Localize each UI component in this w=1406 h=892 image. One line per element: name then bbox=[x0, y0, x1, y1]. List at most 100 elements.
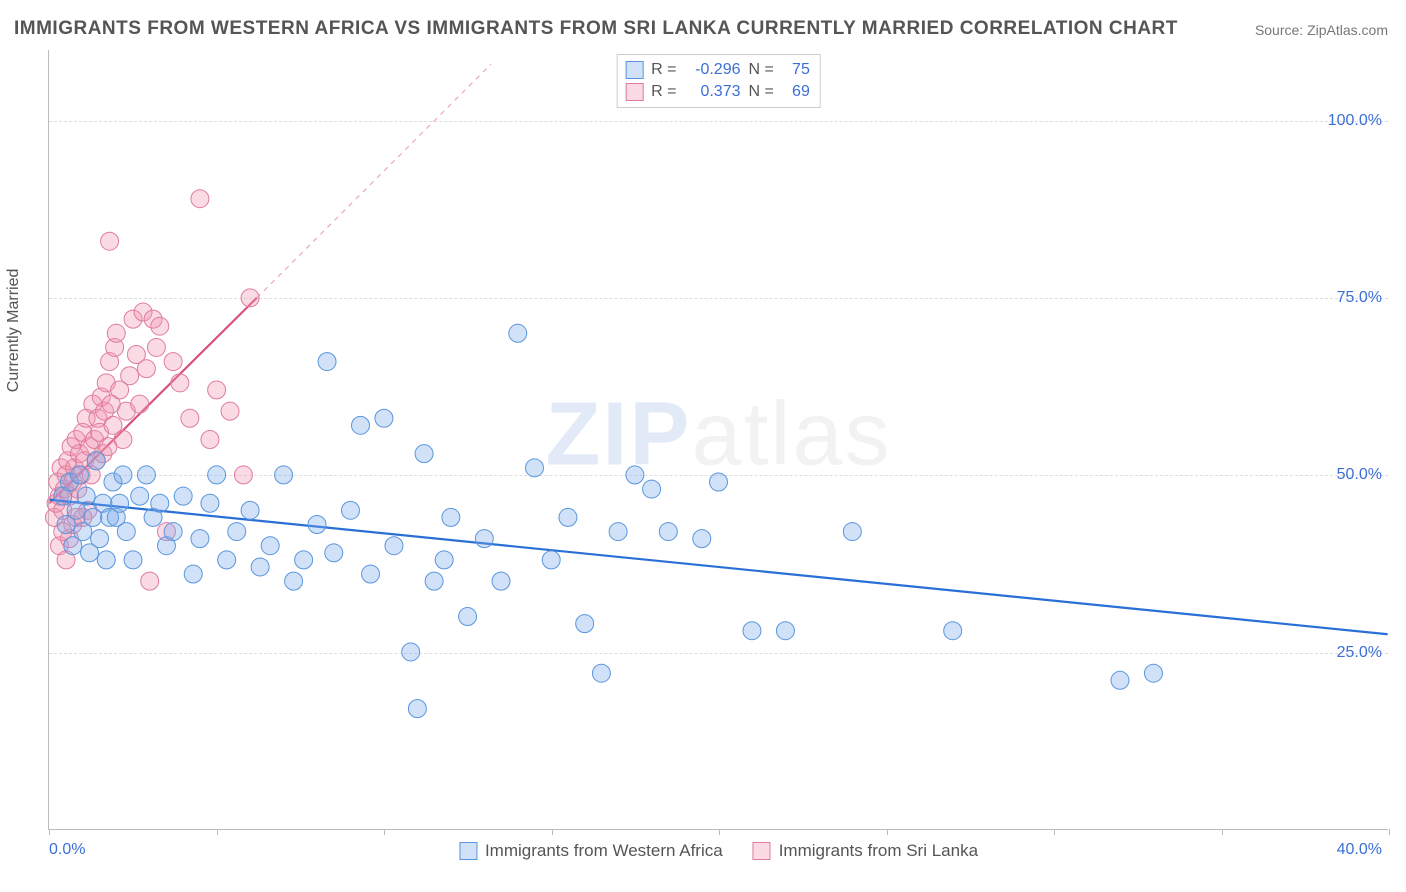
series-a-point bbox=[261, 537, 279, 555]
series-a-point bbox=[70, 466, 88, 484]
series-a-point bbox=[1144, 664, 1162, 682]
series-a-point bbox=[201, 494, 219, 512]
x-tick bbox=[719, 829, 720, 835]
plot-area: ZIPatlas 25.0%50.0%75.0%100.0% 0.0% 40.0… bbox=[48, 50, 1388, 830]
series-a-point bbox=[191, 530, 209, 548]
series-b-point bbox=[121, 367, 139, 385]
legend-item-a: Immigrants from Western Africa bbox=[459, 841, 723, 861]
series-a-point bbox=[1111, 671, 1129, 689]
series-b-point bbox=[107, 324, 125, 342]
y-axis-label: Currently Married bbox=[5, 269, 23, 393]
series-a-point bbox=[241, 501, 259, 519]
series-a-point bbox=[285, 572, 303, 590]
series-a-point bbox=[402, 643, 420, 661]
legend-label-b: Immigrants from Sri Lanka bbox=[779, 841, 978, 861]
series-b-point bbox=[141, 572, 159, 590]
swatch-series-a bbox=[459, 842, 477, 860]
series-a-point bbox=[184, 565, 202, 583]
series-a-point bbox=[318, 353, 336, 371]
series-a-point bbox=[509, 324, 527, 342]
x-tick bbox=[384, 829, 385, 835]
series-a-point bbox=[295, 551, 313, 569]
series-b-point bbox=[221, 402, 239, 420]
series-a-point bbox=[362, 565, 380, 583]
series-a-point bbox=[97, 551, 115, 569]
x-tick bbox=[217, 829, 218, 835]
series-a-point bbox=[609, 523, 627, 541]
x-axis-min-label: 0.0% bbox=[49, 841, 85, 859]
x-tick bbox=[887, 829, 888, 835]
x-tick bbox=[1054, 829, 1055, 835]
series-b-point bbox=[208, 381, 226, 399]
series-a-point bbox=[218, 551, 236, 569]
series-a-point bbox=[425, 572, 443, 590]
series-a-point bbox=[117, 523, 135, 541]
series-a-point bbox=[659, 523, 677, 541]
series-a-point bbox=[743, 622, 761, 640]
series-a-point bbox=[408, 700, 426, 718]
series-b-point bbox=[131, 395, 149, 413]
legend-label-a: Immigrants from Western Africa bbox=[485, 841, 723, 861]
x-tick bbox=[1222, 829, 1223, 835]
series-a-point bbox=[385, 537, 403, 555]
series-a-point bbox=[131, 487, 149, 505]
series-b-point bbox=[171, 374, 189, 392]
series-a-point bbox=[626, 466, 644, 484]
legend-item-b: Immigrants from Sri Lanka bbox=[753, 841, 978, 861]
series-b-point bbox=[234, 466, 252, 484]
series-a-point bbox=[77, 487, 95, 505]
series-a-point bbox=[111, 494, 129, 512]
series-a-point bbox=[208, 466, 226, 484]
series-a-point bbox=[592, 664, 610, 682]
series-b-regression-extension bbox=[257, 64, 491, 298]
series-a-point bbox=[151, 494, 169, 512]
series-b-point bbox=[201, 431, 219, 449]
chart-title: IMMIGRANTS FROM WESTERN AFRICA VS IMMIGR… bbox=[14, 18, 1178, 40]
series-a-point bbox=[174, 487, 192, 505]
series-a-point bbox=[576, 615, 594, 633]
series-a-point bbox=[459, 608, 477, 626]
series-b-point bbox=[151, 317, 169, 335]
series-b-point bbox=[164, 353, 182, 371]
series-a-point bbox=[87, 452, 105, 470]
x-tick bbox=[552, 829, 553, 835]
series-b-point bbox=[241, 289, 259, 307]
series-b-point bbox=[181, 409, 199, 427]
series-a-point bbox=[114, 466, 132, 484]
x-tick bbox=[49, 829, 50, 835]
series-a-point bbox=[308, 515, 326, 533]
series-a-point bbox=[542, 551, 560, 569]
series-a-point bbox=[492, 572, 510, 590]
series-a-point bbox=[275, 466, 293, 484]
series-a-point bbox=[341, 501, 359, 519]
swatch-series-b bbox=[753, 842, 771, 860]
series-a-point bbox=[525, 459, 543, 477]
series-b-point bbox=[147, 338, 165, 356]
series-a-point bbox=[352, 416, 370, 434]
series-a-point bbox=[643, 480, 661, 498]
series-a-point bbox=[559, 508, 577, 526]
series-a-point bbox=[124, 551, 142, 569]
series-a-point bbox=[693, 530, 711, 548]
series-a-point bbox=[442, 508, 460, 526]
series-b-point bbox=[191, 190, 209, 208]
series-a-point bbox=[944, 622, 962, 640]
series-b-point bbox=[137, 360, 155, 378]
series-a-point bbox=[776, 622, 794, 640]
series-a-point bbox=[137, 466, 155, 484]
series-a-point bbox=[325, 544, 343, 562]
series-a-point bbox=[435, 551, 453, 569]
series-a-point bbox=[710, 473, 728, 491]
series-a-regression-line bbox=[49, 500, 1387, 635]
series-a-point bbox=[415, 445, 433, 463]
series-a-point bbox=[843, 523, 861, 541]
series-a-point bbox=[251, 558, 269, 576]
source-label: Source: ZipAtlas.com bbox=[1255, 22, 1388, 38]
series-a-point bbox=[475, 530, 493, 548]
series-a-point bbox=[228, 523, 246, 541]
x-tick bbox=[1389, 829, 1390, 835]
x-axis-max-label: 40.0% bbox=[1337, 841, 1382, 859]
scatter-svg bbox=[49, 50, 1388, 829]
series-a-point bbox=[375, 409, 393, 427]
series-a-point bbox=[91, 530, 109, 548]
